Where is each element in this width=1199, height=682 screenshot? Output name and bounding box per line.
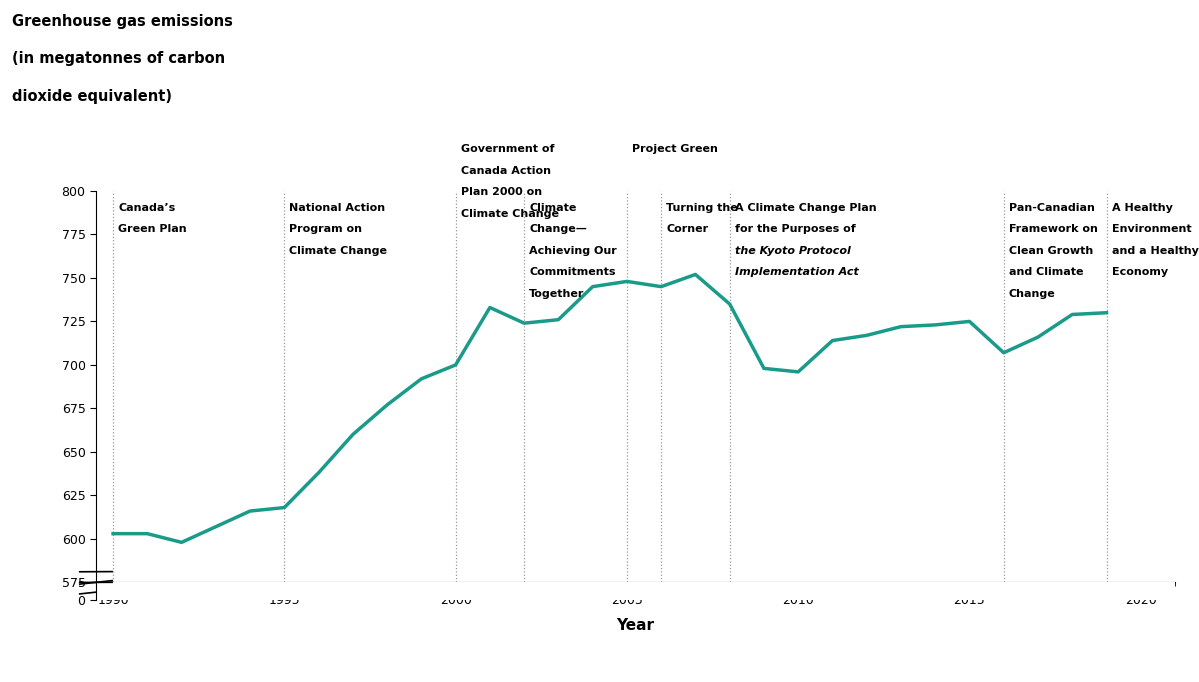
Text: National Action: National Action xyxy=(289,203,386,213)
Text: Government of: Government of xyxy=(460,144,554,154)
Text: Implementation Act: Implementation Act xyxy=(735,267,858,278)
Text: Economy: Economy xyxy=(1111,267,1168,278)
Text: Project Green: Project Green xyxy=(632,144,718,154)
Text: Environment: Environment xyxy=(1111,224,1192,234)
Text: A Climate Change Plan: A Climate Change Plan xyxy=(735,203,876,213)
Text: A Healthy: A Healthy xyxy=(1111,203,1173,213)
Text: Commitments: Commitments xyxy=(529,267,616,278)
Text: dioxide equivalent): dioxide equivalent) xyxy=(12,89,171,104)
Text: Turning the: Turning the xyxy=(667,203,739,213)
Text: and Climate: and Climate xyxy=(1008,267,1084,278)
Text: for the Purposes of: for the Purposes of xyxy=(735,224,856,234)
Text: (in megatonnes of carbon: (in megatonnes of carbon xyxy=(12,51,225,66)
Text: Greenhouse gas emissions: Greenhouse gas emissions xyxy=(12,14,233,29)
Text: Together: Together xyxy=(529,288,585,299)
Text: Clean Growth: Clean Growth xyxy=(1008,246,1093,256)
X-axis label: Year: Year xyxy=(616,619,655,634)
Text: the Kyoto Protocol: the Kyoto Protocol xyxy=(735,246,851,256)
Text: Achieving Our: Achieving Our xyxy=(529,246,617,256)
Text: Corner: Corner xyxy=(667,224,709,234)
Text: Program on: Program on xyxy=(289,224,362,234)
Text: Framework on: Framework on xyxy=(1008,224,1098,234)
Text: Climate: Climate xyxy=(529,203,577,213)
Text: Canada Action: Canada Action xyxy=(460,166,550,175)
Text: Plan 2000 on: Plan 2000 on xyxy=(460,187,542,197)
Text: Change—: Change— xyxy=(529,224,588,234)
Text: Climate Change: Climate Change xyxy=(460,209,559,218)
Text: Climate Change: Climate Change xyxy=(289,246,387,256)
Text: Green Plan: Green Plan xyxy=(119,224,187,234)
Text: Pan-Canadian: Pan-Canadian xyxy=(1008,203,1095,213)
Text: and a Healthy: and a Healthy xyxy=(1111,246,1199,256)
Text: Change: Change xyxy=(1008,288,1055,299)
Text: Canada’s: Canada’s xyxy=(119,203,175,213)
